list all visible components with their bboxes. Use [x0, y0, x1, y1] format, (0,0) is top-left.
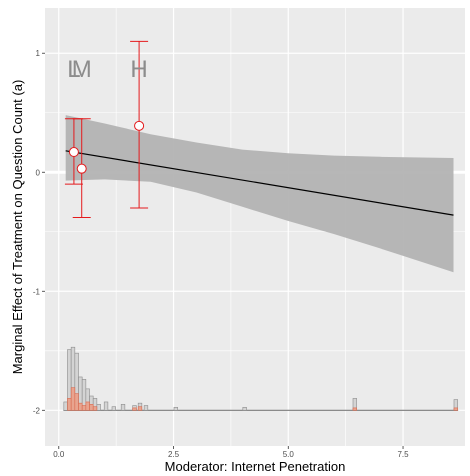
- histogram-treatment-bar: [81, 405, 87, 411]
- histogram-treatment-bar: [132, 407, 137, 411]
- histogram-treatment-bar: [74, 393, 79, 411]
- estimate-line-layer: [65, 150, 454, 216]
- histogram-treatment-bar: [67, 398, 72, 411]
- y-tick-label: -1: [33, 287, 41, 296]
- histogram-layer: [63, 346, 459, 411]
- histogram-treatment-bar: [137, 406, 143, 411]
- histogram-treatment-bar: [89, 404, 94, 411]
- bin-point-M: [76, 163, 87, 174]
- histogram-control-bar: [173, 407, 178, 411]
- histogram-control-bar: [96, 404, 101, 411]
- linear-estimate-line: [65, 150, 454, 216]
- y-tick-label: 1: [36, 49, 41, 58]
- histogram-control-bar: [103, 401, 109, 411]
- histogram-treatment-bar: [70, 387, 76, 411]
- histogram-control-bar: [143, 405, 149, 411]
- y-tick-label: 0: [36, 168, 41, 177]
- x-tick-label: 2.5: [168, 450, 180, 459]
- histogram-control-bar: [242, 407, 247, 411]
- confidence-band: [65, 115, 454, 273]
- histogram-treatment-bar: [453, 407, 458, 411]
- confidence-band-layer: [65, 115, 454, 273]
- x-tick-label: 0.0: [53, 450, 65, 459]
- x-axis-title: Moderator: Internet Penetration: [165, 459, 346, 474]
- x-axis-ticks: 0.0 2.5 5.0 7.5: [53, 446, 409, 459]
- histogram-control-bar: [120, 404, 126, 411]
- histogram-treatment-bar: [78, 402, 83, 411]
- histogram-treatment-bar: [352, 407, 357, 411]
- bin-point-H: [134, 120, 145, 131]
- histogram-control-bar: [63, 401, 68, 411]
- bin-label-M: M: [72, 56, 92, 83]
- y-axis-ticks: -2 -1 0 1: [33, 49, 45, 415]
- y-axis-title: Marginal Effect of Treatment on Question…: [10, 80, 25, 375]
- histogram-control-bar: [111, 406, 116, 411]
- x-tick-label: 7.5: [397, 450, 409, 459]
- histogram-treatment-bar: [92, 406, 98, 411]
- binned-estimates-layer: LM H: [64, 40, 149, 218]
- x-tick-label: 5.0: [283, 450, 295, 459]
- histogram-treatment-bar: [85, 401, 90, 411]
- bin-label-H: H: [130, 56, 147, 83]
- y-tick-label: -2: [33, 406, 41, 415]
- bin-point-L: [68, 147, 79, 158]
- bin-label-L: L: [67, 56, 80, 83]
